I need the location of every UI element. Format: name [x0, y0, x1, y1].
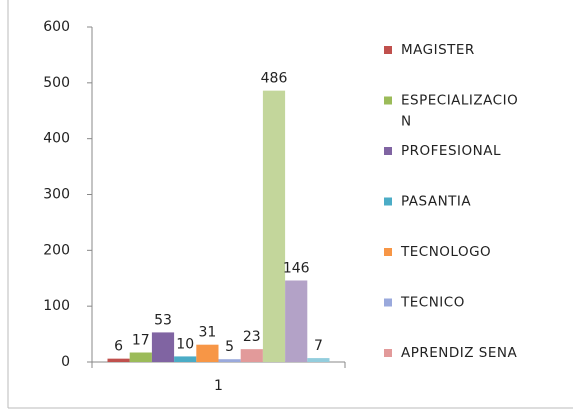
legend-swatch: [384, 197, 392, 206]
data-label: 17: [132, 333, 150, 349]
data-label: 5: [225, 339, 234, 355]
y-tick-label: 100: [43, 298, 70, 314]
y-tick-label: 500: [43, 75, 70, 91]
bar: [196, 344, 219, 362]
legend-label: PASANTIA: [401, 194, 471, 210]
bar: [240, 349, 263, 362]
y-tick-label: 300: [43, 187, 70, 203]
data-label: 146: [283, 260, 310, 276]
legend-label: TECNOLOGO: [400, 244, 491, 260]
legend-label: APRENDIZ SENA: [401, 345, 517, 361]
bar: [129, 352, 152, 362]
x-tick-label: 1: [214, 378, 223, 394]
bar: [218, 359, 241, 362]
data-label: 53: [154, 312, 172, 328]
bar: [151, 332, 175, 362]
legend-swatch: [384, 46, 392, 54]
legend-swatch: [384, 298, 392, 307]
legend-swatch: [384, 147, 392, 155]
legend-swatch: [384, 96, 392, 105]
legend-label: ESPECIALIZACIO N: [401, 93, 518, 130]
bar: [285, 280, 308, 362]
data-label: 23: [243, 329, 261, 345]
legend-swatch: [384, 248, 392, 256]
data-label: 6: [114, 339, 123, 355]
bar: [107, 358, 130, 362]
bar: [262, 90, 286, 363]
data-label: 7: [314, 338, 323, 354]
data-label: 10: [176, 336, 194, 352]
y-tick-label: 600: [43, 19, 70, 35]
legend-label: PROFESIONAL: [401, 143, 501, 159]
bar: [174, 356, 197, 362]
data-label: 31: [198, 325, 216, 341]
legend-swatch: [384, 349, 392, 357]
data-label: 486: [261, 71, 288, 87]
bar: [307, 358, 330, 362]
y-tick-label: 400: [43, 131, 70, 147]
legend-label: TECNICO: [400, 295, 465, 311]
y-tick-label: 0: [61, 354, 70, 370]
y-tick-label: 200: [43, 242, 70, 258]
legend-label: MAGISTER: [401, 42, 475, 58]
